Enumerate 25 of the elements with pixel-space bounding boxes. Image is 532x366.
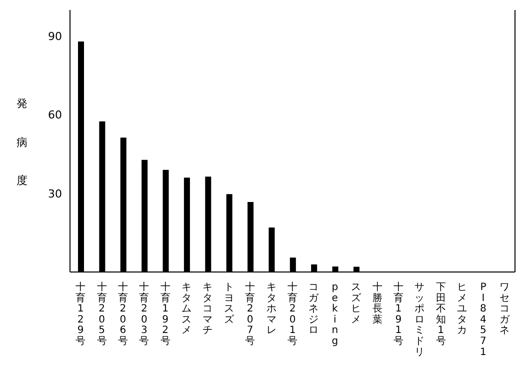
x-tick-label: 下田不知1号 xyxy=(436,282,446,347)
y-tick-label: 90 xyxy=(48,30,62,44)
x-tick-label: キタコマチ xyxy=(202,282,213,336)
x-tick-label: 十育206号 xyxy=(118,281,128,347)
x-tick-label: コガネジロ xyxy=(308,282,320,336)
y-axis-title: 発病度 xyxy=(16,89,28,204)
x-tick-label: サッポロミドリ xyxy=(414,282,425,358)
x-tick-label: ヒメユタカ xyxy=(457,282,468,336)
x-tick-label: 十育205号 xyxy=(96,281,107,347)
x-tick-label: 十育207号 xyxy=(245,281,256,347)
x-tick-label: キタホマレ xyxy=(266,282,276,336)
x-tick-label: 十勝長葉 xyxy=(372,281,382,326)
x-tick-label: ワセコガネ xyxy=(499,282,510,336)
y-tick-label: 30 xyxy=(48,187,62,200)
x-tick-label: peking xyxy=(332,282,338,347)
x-tick-label: PI84571 xyxy=(480,282,486,358)
x-tick-label: 十育129号 xyxy=(76,281,86,347)
y-tick-label: 60 xyxy=(48,108,62,122)
x-tick-label: キタムスメ xyxy=(182,282,192,336)
x-tick-label: 十育191号 xyxy=(393,281,404,347)
x-tick-label: スズヒメ xyxy=(351,282,362,326)
x-tick-label: 十育192号 xyxy=(160,281,170,347)
x-tick-label: 十育201号 xyxy=(288,281,298,347)
x-tick-label: 十育203号 xyxy=(139,281,150,347)
x-tick-label: トヨスズ xyxy=(224,282,235,326)
